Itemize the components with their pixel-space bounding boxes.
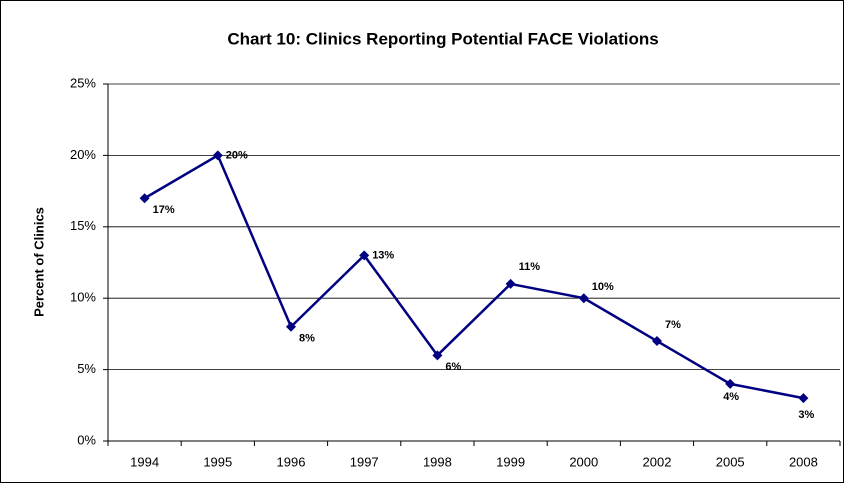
x-tick-label: 2002 xyxy=(643,454,672,469)
marker xyxy=(432,350,443,361)
marker xyxy=(798,393,809,404)
x-tick-label: 1994 xyxy=(130,454,159,469)
x-tick-label: 2000 xyxy=(569,454,598,469)
data-label: 6% xyxy=(445,361,461,373)
y-tick-label: 15% xyxy=(70,218,96,233)
chart-title: Chart 10: Clinics Reporting Potential FA… xyxy=(227,29,658,48)
line xyxy=(143,153,804,400)
x-tick-label: 1997 xyxy=(350,454,379,469)
y-tick-label: 5% xyxy=(77,361,96,376)
x-tick-label: 2008 xyxy=(789,454,818,469)
x-tick-label: 1998 xyxy=(423,454,452,469)
data-label: 20% xyxy=(226,149,248,161)
y-axis-title: Percent of Clinics xyxy=(31,207,46,317)
x-tick-label: 1999 xyxy=(496,454,525,469)
marker xyxy=(505,278,516,289)
x-tick-label: 1995 xyxy=(203,454,232,469)
y-tick-label: 25% xyxy=(70,75,96,90)
marker xyxy=(139,193,150,204)
marker xyxy=(286,321,296,332)
y-tick-label: 20% xyxy=(70,147,96,162)
marker xyxy=(578,293,589,304)
data-label: 7% xyxy=(665,319,681,331)
data-label: 10% xyxy=(592,281,614,293)
y-tick-label: 0% xyxy=(77,432,96,447)
marker xyxy=(725,378,736,389)
y-tick-label: 10% xyxy=(70,290,96,305)
data-label: 17% xyxy=(153,204,175,216)
marker xyxy=(212,150,223,161)
data-label: 8% xyxy=(299,333,315,345)
data-label: 11% xyxy=(519,261,541,273)
marker xyxy=(359,250,370,261)
data-label: 13% xyxy=(372,249,394,261)
x-tick-label: 1996 xyxy=(277,454,306,469)
data-label: 4% xyxy=(723,391,739,403)
x-tick-label: 2005 xyxy=(716,454,745,469)
marker xyxy=(652,336,662,347)
data-label: 3% xyxy=(798,409,814,421)
